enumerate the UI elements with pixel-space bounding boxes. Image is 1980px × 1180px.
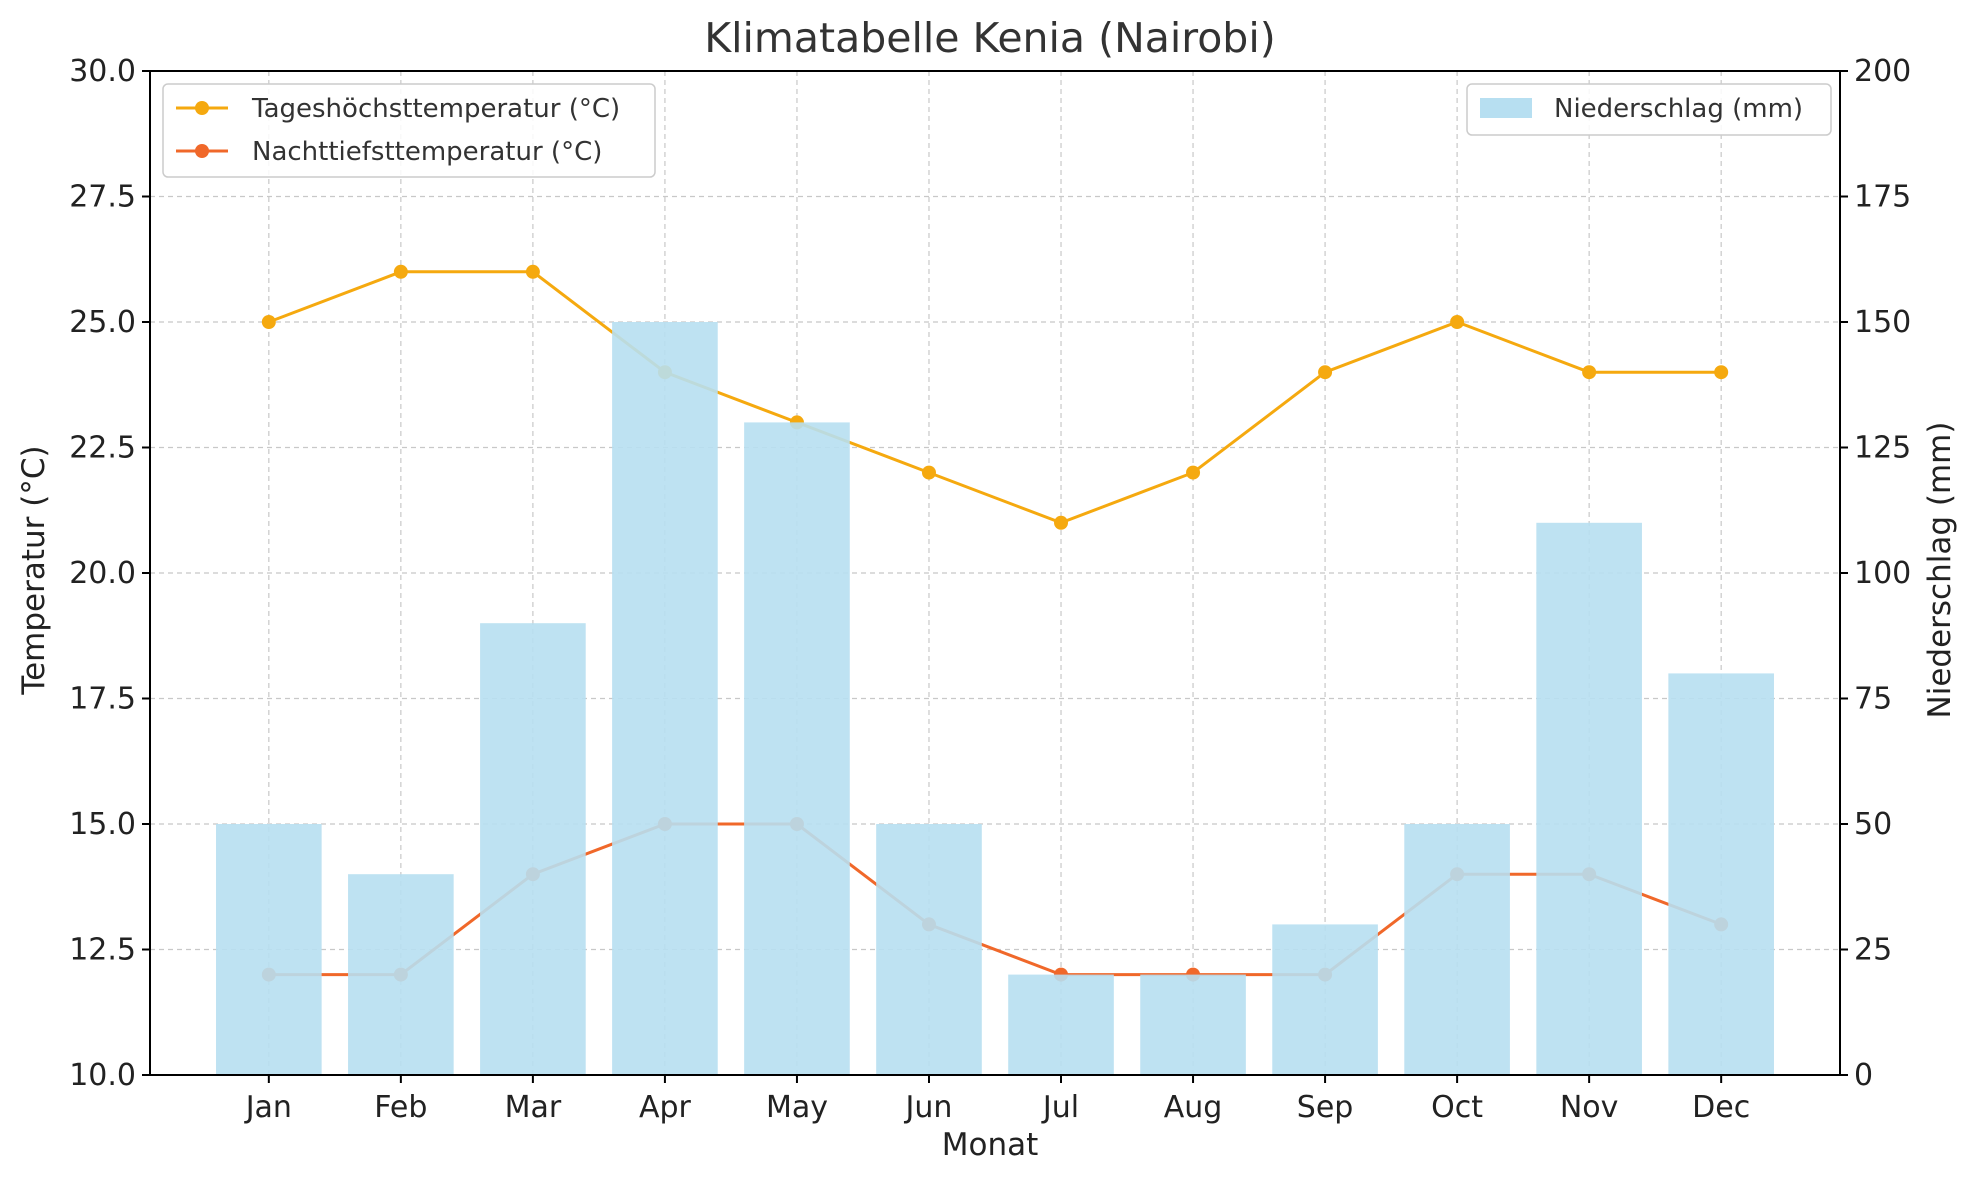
y-left-tick-label: 25.0 (69, 305, 136, 340)
legend-lines-box (162, 83, 656, 178)
x-tick-label: Dec (1692, 1090, 1750, 1125)
legend-marker (195, 101, 209, 115)
y-right-tick-label: 25 (1854, 933, 1892, 968)
y-left-tick-label: 10.0 (69, 1058, 136, 1093)
x-tick-label: Oct (1431, 1090, 1483, 1125)
precipitation-bar (876, 824, 982, 1075)
x-tick-label: Aug (1164, 1090, 1223, 1125)
axes-layer: 10.0 12.5 15.0 17.5 20.0 22.5 25.0 27.5 30.0 0 25 5… (69, 54, 1911, 1125)
x-tick-label: Jul (1041, 1090, 1079, 1125)
precipitation-bar (480, 623, 586, 1075)
y-right-tick-label: 200 (1854, 54, 1911, 89)
x-tick-label: Apr (639, 1090, 692, 1125)
y-right-tick-label: 75 (1854, 682, 1892, 717)
x-tick-label: Jun (904, 1090, 953, 1125)
y-left-tick-label: 20.0 (69, 556, 136, 591)
x-axis-title: Monat (942, 1127, 1039, 1163)
series-point (261, 315, 276, 329)
precipitation-bar (348, 874, 454, 1075)
precipitation-bar (612, 322, 718, 1075)
legend-layer: Tageshöchsttemperatur (°C) Nachttiefsttem… (162, 83, 1832, 178)
series-point (1450, 315, 1465, 329)
series-point (1582, 365, 1597, 380)
precipitation-bar (1272, 924, 1378, 1075)
y-axis-right-title: Niederschlag (mm) (1922, 422, 1958, 719)
x-tick-label: Jan (244, 1090, 292, 1125)
y-right-tick-label: 50 (1854, 807, 1892, 842)
y-left-tick-label: 30.0 (69, 54, 136, 89)
y-right-tick-label: 100 (1854, 556, 1911, 591)
series-point (1186, 465, 1201, 480)
series-line (268, 270, 1722, 525)
legend-bar-swatch (1480, 98, 1532, 118)
series-point (525, 264, 540, 279)
legend-marker (195, 144, 209, 158)
y-left-tick-label: 17.5 (69, 682, 136, 717)
series-point (1054, 515, 1069, 530)
y-axis-left-title: Temperatur (°C) (16, 445, 52, 695)
bar-layer (216, 322, 1774, 1075)
legend-bars-box (1466, 83, 1832, 136)
x-tick-label: Nov (1560, 1090, 1619, 1125)
legend-label: Tageshöchsttemperatur (°C) (251, 94, 620, 124)
precipitation-bar (1668, 673, 1774, 1075)
y-left-tick-label: 22.5 (69, 431, 136, 466)
legend-label: Nachttiefsttemperatur (°C) (252, 137, 602, 167)
precipitation-bar (1008, 974, 1114, 1075)
precipitation-bar (1140, 974, 1246, 1075)
precipitation-bar (744, 422, 850, 1075)
series-point (921, 465, 936, 480)
y-right-tick-label: 150 (1854, 305, 1911, 340)
chart-title: Klimatabelle Kenia (Nairobi) (704, 14, 1275, 62)
x-tick-label: Feb (374, 1090, 427, 1125)
series-point (1714, 365, 1729, 380)
y-right-tick-label: 175 (1854, 180, 1911, 215)
x-tick-label: Mar (505, 1090, 562, 1125)
x-tick-label: Sep (1297, 1090, 1354, 1125)
y-right-tick-label: 125 (1854, 431, 1911, 466)
precipitation-bar (1404, 824, 1510, 1075)
legend-label: Niederschlag (mm) (1554, 94, 1803, 124)
y-left-tick-label: 27.5 (69, 180, 136, 215)
series-point (393, 264, 408, 279)
y-left-tick-label: 12.5 (69, 933, 136, 968)
y-left-tick-label: 15.0 (69, 807, 136, 842)
precipitation-bar (216, 824, 322, 1075)
y-right-tick-label: 0 (1854, 1058, 1873, 1093)
series-point (1318, 365, 1333, 380)
x-tick-label: May (766, 1090, 828, 1125)
precipitation-bar (1536, 522, 1642, 1075)
